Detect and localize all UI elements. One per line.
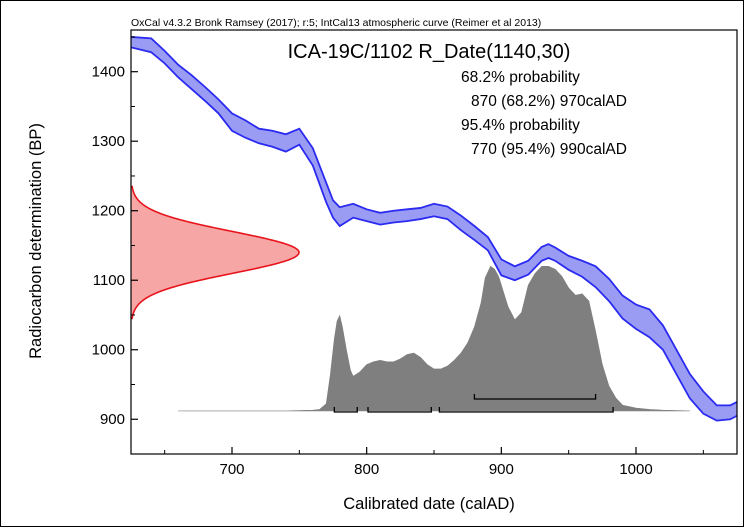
range-95-bracket <box>333 407 358 413</box>
axes: 700 800 900 1000 900 1000 1100 1200 1300 1400 <box>92 36 704 478</box>
x-tick-label: 1000 <box>619 461 652 478</box>
annotation-95-header: 95.4% probability <box>461 117 580 134</box>
plot-area <box>131 36 737 422</box>
x-tick-label: 800 <box>354 461 379 478</box>
y-tick-label: 1400 <box>92 64 125 81</box>
chart-header: OxCal v4.3.2 Bronk Ramsey (2017); r:5; I… <box>131 17 541 29</box>
range-95-bracket <box>438 407 614 413</box>
calibration-curve-upper <box>131 36 737 407</box>
y-tick-label: 1000 <box>92 342 125 359</box>
x-tick-label: 700 <box>219 461 244 478</box>
x-tick-label: 900 <box>489 461 514 478</box>
annotation-95-range: 770 (95.4%) 990calAD <box>471 141 627 158</box>
y-tick-label: 900 <box>100 411 125 428</box>
calibration-curve-lower <box>131 46 737 422</box>
range-95-bracket <box>367 407 432 413</box>
annotation-68-range: 870 (68.2%) 970calAD <box>471 93 627 110</box>
x-axis-label: Calibrated date (calAD) <box>343 495 515 513</box>
posterior-distribution <box>178 265 690 412</box>
chart-title: ICA-19C/1102 R_Date(1140,30) <box>288 41 571 63</box>
radiocarbon-distribution <box>131 185 299 320</box>
y-tick-label: 1200 <box>92 203 125 220</box>
y-axis-label: Radiocarbon determination (BP) <box>27 123 45 359</box>
y-tick-label: 1100 <box>93 272 125 289</box>
y-tick-label: 1300 <box>92 133 125 150</box>
range-68-bracket <box>473 394 597 400</box>
annotation-68-header: 68.2% probability <box>461 69 580 86</box>
radiocarbon-distribution-edge <box>131 185 300 320</box>
